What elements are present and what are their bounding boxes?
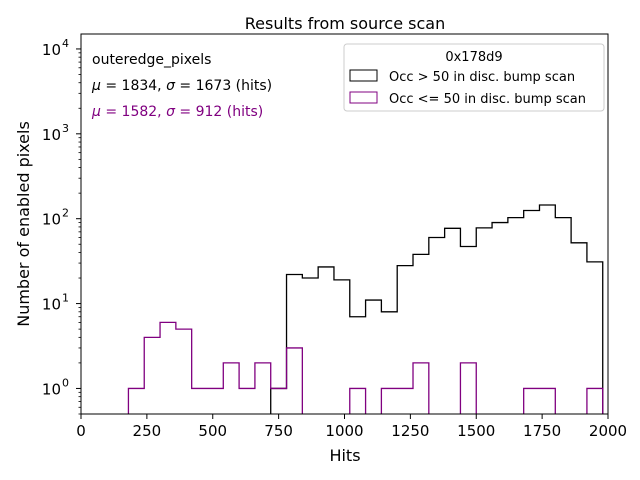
series-2-bin-3 — [176, 329, 192, 414]
series-1-bin-13 — [476, 228, 492, 414]
x-tick-label: 0 — [76, 422, 86, 440]
sigma-value-2: = 912 (hits) — [175, 104, 263, 120]
x-tick-label: 500 — [198, 422, 227, 440]
x-tick-label: 1000 — [325, 422, 363, 440]
x-tick-label: 1250 — [391, 422, 429, 440]
legend: 0x178d9 Occ > 50 in disc. bump scan Occ … — [343, 43, 605, 112]
legend-label-1: Occ > 50 in disc. bump scan — [389, 70, 575, 85]
series-2-bin-8 — [255, 363, 271, 414]
series-2-bin-2 — [160, 322, 176, 414]
series-2-bin-6 — [223, 363, 239, 414]
y-tick-exponent: 1 — [62, 292, 69, 305]
series-2-bin-18 — [587, 388, 603, 414]
x-tick-label: 1500 — [457, 422, 495, 440]
series-1-bin-15 — [508, 218, 524, 414]
legend-title: 0x178d9 — [445, 50, 502, 65]
x-tick-label: 750 — [264, 422, 293, 440]
series-2-bin-12 — [381, 388, 397, 414]
x-tick-label: 2000 — [589, 422, 627, 440]
mu-value-1: = 1834, — [101, 78, 166, 94]
series-1-outline — [270, 204, 604, 414]
series-2-bin-9 — [271, 388, 287, 414]
series-1-bin-18 — [555, 218, 571, 414]
y-tick-exponent: 0 — [62, 376, 69, 389]
series-2-bin-7 — [239, 388, 255, 414]
legend-swatch-1 — [349, 69, 378, 82]
y-tick-label: 10 — [42, 296, 61, 314]
mu-value-2: = 1582, — [101, 104, 166, 120]
series-1-bin-4 — [334, 280, 350, 414]
series-1-bin-3 — [318, 267, 334, 414]
y-axis-label: Number of enabled pixels — [14, 121, 33, 327]
legend-frame — [343, 43, 605, 112]
y-tick-exponent: 2 — [62, 207, 69, 220]
series-2-bin-1 — [144, 337, 160, 414]
sigma-value-1: = 1673 (hits) — [175, 78, 272, 94]
stats-line-2: μ = 1582, σ = 912 (hits) — [91, 104, 263, 120]
y-tick-exponent: 4 — [62, 37, 69, 50]
x-tick-label: 1750 — [523, 422, 561, 440]
sigma-symbol-2: σ — [166, 104, 176, 120]
series-layer — [127, 204, 604, 414]
series-1-bin-10 — [429, 238, 445, 414]
series-2-bin-4 — [192, 388, 208, 414]
x-axis: 0 250 500 750 1000 1250 1500 1750 2000 — [76, 414, 627, 440]
series-2-bin-10 — [287, 348, 303, 414]
series-2-bin-16 — [524, 388, 540, 414]
series-2-outline — [127, 321, 604, 414]
x-axis-label: Hits — [329, 446, 360, 465]
series-1-bin-16 — [524, 210, 540, 414]
chart-title: Results from source scan — [245, 14, 445, 33]
mu-symbol-2: μ — [91, 104, 101, 120]
legend-label-2: Occ <= 50 in disc. bump scan — [389, 92, 586, 107]
series-2-bin-17 — [539, 388, 555, 414]
y-tick-label: 10 — [42, 380, 61, 398]
mu-symbol-1: μ — [91, 78, 101, 94]
y-tick-exponent: 3 — [62, 122, 69, 135]
series-2-bin-11 — [350, 388, 366, 414]
y-tick-label: 10 — [42, 211, 61, 229]
series-1-bin-11 — [445, 228, 461, 414]
series-2-bin-5 — [207, 388, 223, 414]
x-tick-label: 250 — [133, 422, 162, 440]
stats-line-1: μ = 1834, σ = 1673 (hits) — [91, 78, 272, 94]
y-tick-label: 10 — [42, 126, 61, 144]
group-annotation: outeredge_pixels — [92, 52, 211, 68]
sigma-symbol-1: σ — [166, 78, 176, 94]
series-1-bin-19 — [571, 243, 587, 414]
series-2 — [127, 321, 604, 414]
series-1-bin-14 — [492, 223, 508, 414]
series-2-bin-0 — [128, 388, 144, 414]
y-tick-label: 10 — [42, 41, 61, 59]
series-2-bin-13 — [397, 388, 413, 414]
series-1-bin-17 — [539, 205, 555, 414]
series-1-bin-2 — [302, 278, 318, 414]
series-1-bin-6 — [366, 300, 382, 414]
series-2-bin-14 — [413, 363, 429, 414]
legend-swatch-2 — [349, 91, 378, 104]
series-1 — [270, 204, 604, 414]
series-2-bin-15 — [460, 363, 476, 414]
